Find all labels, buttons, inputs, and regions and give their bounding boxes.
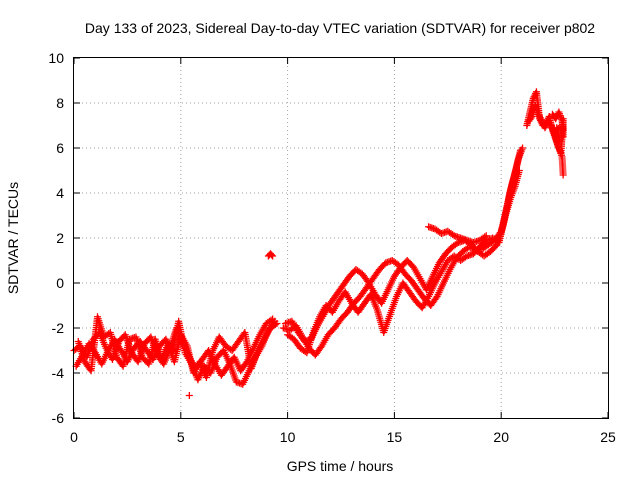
data-point [556, 137, 564, 145]
x-tick-label: 0 [70, 429, 78, 445]
grid [74, 58, 608, 418]
data-points [70, 88, 567, 399]
axes: 0 5 10 15 20 25 -6 -4 -2 0 2 4 6 8 10 [48, 50, 616, 445]
y-tick-label: 2 [56, 230, 64, 246]
y-tick-label: -6 [52, 410, 65, 426]
data-point [269, 252, 277, 260]
y-tick-label: -2 [52, 320, 65, 336]
y-tick-label: 10 [48, 50, 64, 66]
data-point [482, 232, 490, 240]
x-tick-label: 10 [280, 429, 296, 445]
data-point [271, 321, 279, 329]
plot-frame [73, 57, 609, 419]
x-axis-label: GPS time / hours [287, 458, 394, 474]
data-point [185, 392, 193, 399]
x-tick-label: 25 [600, 429, 616, 445]
data-point [273, 320, 281, 327]
data-point [527, 114, 535, 122]
y-tick-label: -4 [52, 365, 65, 381]
data-point [515, 167, 523, 174]
x-tick-label: 5 [177, 429, 185, 445]
y-tick-label: 6 [56, 140, 64, 156]
y-tick-label: 4 [56, 185, 64, 201]
data-point [481, 233, 489, 241]
y-tick-label: 0 [56, 275, 64, 291]
series-markers [70, 88, 567, 399]
chart-title: Day 133 of 2023, Sidereal Day-to-day VTE… [85, 20, 595, 36]
x-tick-label: 20 [493, 429, 509, 445]
data-point [559, 171, 567, 179]
y-axis-label: SDTVAR / TECUs [5, 182, 21, 294]
data-point [268, 251, 276, 259]
x-tick-label: 15 [387, 429, 403, 445]
data-point [519, 144, 527, 152]
y-tick-label: 8 [56, 95, 64, 111]
